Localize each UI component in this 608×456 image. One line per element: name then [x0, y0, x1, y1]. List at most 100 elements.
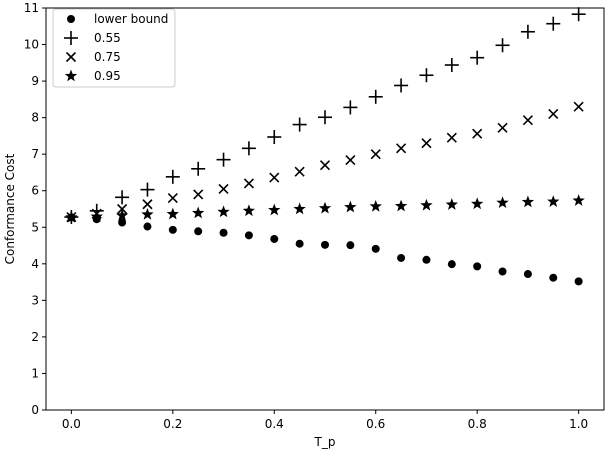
y-axis-ticks: 0 1 2 3 4 5 6 7 8 9 10 11: [24, 1, 46, 417]
series-layer: [64, 7, 586, 286]
data-point: [167, 192, 178, 204]
data-point: [547, 195, 560, 207]
data-point: [572, 194, 585, 206]
data-point: [521, 195, 535, 208]
series-1: [64, 7, 586, 225]
data-point: [117, 203, 128, 215]
data-point: [370, 149, 381, 160]
data-point: [218, 183, 229, 194]
data-point: [394, 78, 409, 93]
data-point: [546, 16, 561, 31]
data-point: [115, 190, 130, 205]
data-point: [141, 207, 154, 220]
data-point: [369, 199, 382, 212]
x-axis-label: T_p: [314, 435, 336, 449]
x-tick-label: 0.6: [366, 417, 385, 431]
data-point: [115, 209, 129, 221]
data-point: [344, 200, 357, 213]
x-tick-label: 1.0: [569, 417, 588, 431]
data-point: [472, 128, 483, 139]
y-tick-label: 11: [24, 1, 39, 15]
data-point: [396, 143, 407, 154]
legend-marker: [64, 31, 78, 45]
data-point: [295, 239, 304, 248]
x-tick-label: 0.4: [265, 417, 284, 431]
data-point: [574, 277, 583, 286]
x-tick-label: 0.8: [468, 417, 487, 431]
data-point: [520, 24, 535, 39]
data-point: [244, 231, 253, 240]
data-point: [573, 101, 584, 112]
data-point: [267, 130, 282, 145]
data-point: [118, 218, 127, 227]
data-point: [346, 241, 355, 250]
data-point: [445, 198, 458, 210]
data-point: [420, 198, 433, 211]
data-point: [318, 110, 332, 125]
data-point: [65, 210, 78, 223]
data-point: [165, 169, 180, 184]
x-tick-label: 0.0: [62, 417, 81, 431]
data-point: [219, 228, 228, 237]
data-point: [292, 117, 307, 132]
data-point: [191, 161, 206, 176]
data-point: [168, 225, 177, 234]
data-point: [343, 100, 358, 115]
data-point: [571, 7, 586, 22]
y-tick-label: 2: [31, 330, 39, 344]
data-point: [422, 255, 431, 264]
data-point: [548, 108, 559, 120]
data-point: [471, 197, 484, 210]
legend-label: 0.55: [94, 31, 121, 45]
y-axis-label: Conformance Cost: [3, 153, 17, 264]
data-point: [498, 267, 507, 276]
legend: lower bound 0.55 0.75 0.95: [52, 8, 176, 88]
data-point: [269, 172, 280, 183]
legend-label: 0.75: [94, 50, 121, 64]
data-point: [397, 253, 406, 262]
data-point: [421, 138, 432, 149]
data-point: [268, 203, 281, 216]
data-point: [368, 89, 383, 104]
legend-marker: [65, 51, 77, 63]
y-tick-label: 1: [31, 366, 39, 380]
data-point: [345, 154, 356, 166]
y-tick-label: 3: [31, 293, 39, 307]
legend-marker: [67, 15, 75, 23]
y-tick-label: 6: [31, 184, 39, 198]
data-point: [470, 50, 485, 65]
data-point: [90, 210, 103, 222]
y-tick-label: 9: [31, 74, 39, 88]
data-point: [217, 205, 230, 218]
data-point: [142, 199, 153, 210]
series-3: [65, 194, 585, 223]
y-tick-label: 4: [31, 257, 39, 271]
data-point: [394, 199, 408, 212]
data-point: [318, 201, 332, 214]
data-point: [447, 260, 456, 269]
data-point: [194, 227, 203, 236]
data-point: [497, 122, 508, 133]
data-point: [419, 68, 434, 83]
data-point: [523, 270, 532, 279]
data-point: [243, 178, 254, 189]
legend-marker: [64, 69, 78, 82]
y-tick-label: 0: [31, 403, 39, 417]
data-point: [444, 58, 459, 73]
x-axis-ticks: 0.0 0.2 0.4 0.6 0.8 1.0: [62, 410, 588, 431]
data-point: [371, 244, 380, 253]
data-point: [319, 160, 331, 171]
y-tick-label: 7: [31, 147, 39, 161]
data-point: [242, 204, 256, 217]
data-point: [293, 202, 306, 215]
data-point: [140, 182, 155, 197]
data-point: [216, 152, 231, 167]
series-2: [66, 101, 584, 223]
data-point: [446, 132, 457, 143]
legend-box: [52, 8, 176, 88]
data-point: [166, 207, 179, 220]
data-point: [294, 166, 305, 177]
data-point: [549, 273, 558, 282]
y-tick-label: 8: [31, 111, 39, 125]
